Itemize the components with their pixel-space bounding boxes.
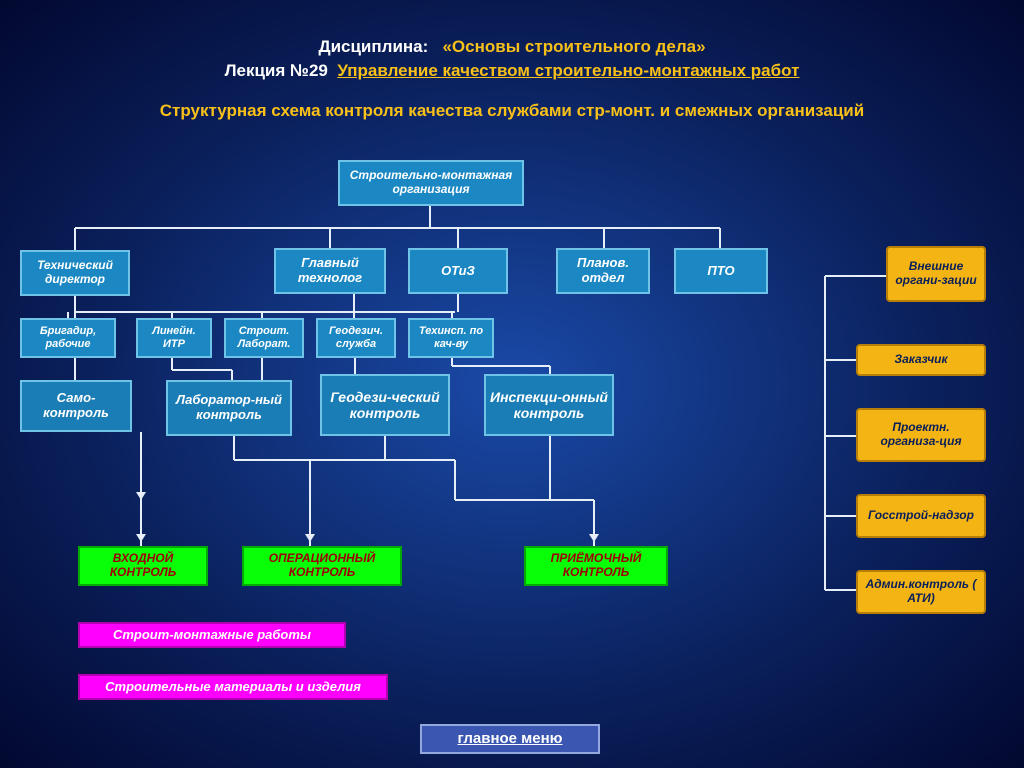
node-itr: Линейн. ИТР	[136, 318, 212, 358]
header-subtitle: Структурная схема контроля качества служ…	[0, 100, 1024, 121]
node-lab: Строит. Лаборат.	[224, 318, 304, 358]
node-gtech: Главный технолог	[274, 248, 386, 294]
node-oper: ОПЕРАЦИОННЫЙ КОНТРОЛЬ	[242, 546, 402, 586]
node-tdir: Технический директор	[20, 250, 130, 296]
node-plan: Планов. отдел	[556, 248, 650, 294]
node-smat: Строительные материалы и изделия	[78, 674, 388, 700]
node-insk: Инспекци-онный контроль	[484, 374, 614, 436]
main-menu-button[interactable]: главное меню	[420, 724, 600, 754]
node-vhod: ВХОДНОЙ КОНТРОЛЬ	[78, 546, 208, 586]
node-priem: ПРИЁМОЧНЫЙ КОНТРОЛЬ	[524, 546, 668, 586]
discipline-label: Дисциплина:	[318, 37, 428, 56]
lecture-title: Управление качеством строительно-монтажн…	[337, 61, 799, 80]
node-goss: Госстрой-надзор	[856, 494, 986, 538]
lecture-num: 29	[309, 61, 328, 80]
node-admin: Админ.контроль ( АТИ)	[856, 570, 986, 614]
lecture-label: Лекция №	[225, 61, 309, 80]
node-samo: Само-контроль	[20, 380, 132, 432]
header-line-2: Лекция №29 Управление качеством строител…	[0, 60, 1024, 81]
node-otiz: ОТиЗ	[408, 248, 508, 294]
header-line-1: Дисциплина: «Основы строительного дела»	[0, 36, 1024, 57]
node-brig: Бригадир, рабочие	[20, 318, 116, 358]
node-geok: Геодези-ческий контроль	[320, 374, 450, 436]
node-root: Строительно-монтажная организация	[338, 160, 524, 206]
node-proj: Проектн. организа-ция	[856, 408, 986, 462]
discipline-value: «Основы строительного дела»	[442, 37, 705, 56]
node-smr: Строит-монтажные работы	[78, 622, 346, 648]
node-ext: Внешние органи-зации	[886, 246, 986, 302]
node-labk: Лаборатор-ный контроль	[166, 380, 292, 436]
node-geod: Геодезич. служба	[316, 318, 396, 358]
node-tins: Техинсп. по кач-ву	[408, 318, 494, 358]
node-zak: Заказчик	[856, 344, 986, 376]
node-pto: ПТО	[674, 248, 768, 294]
